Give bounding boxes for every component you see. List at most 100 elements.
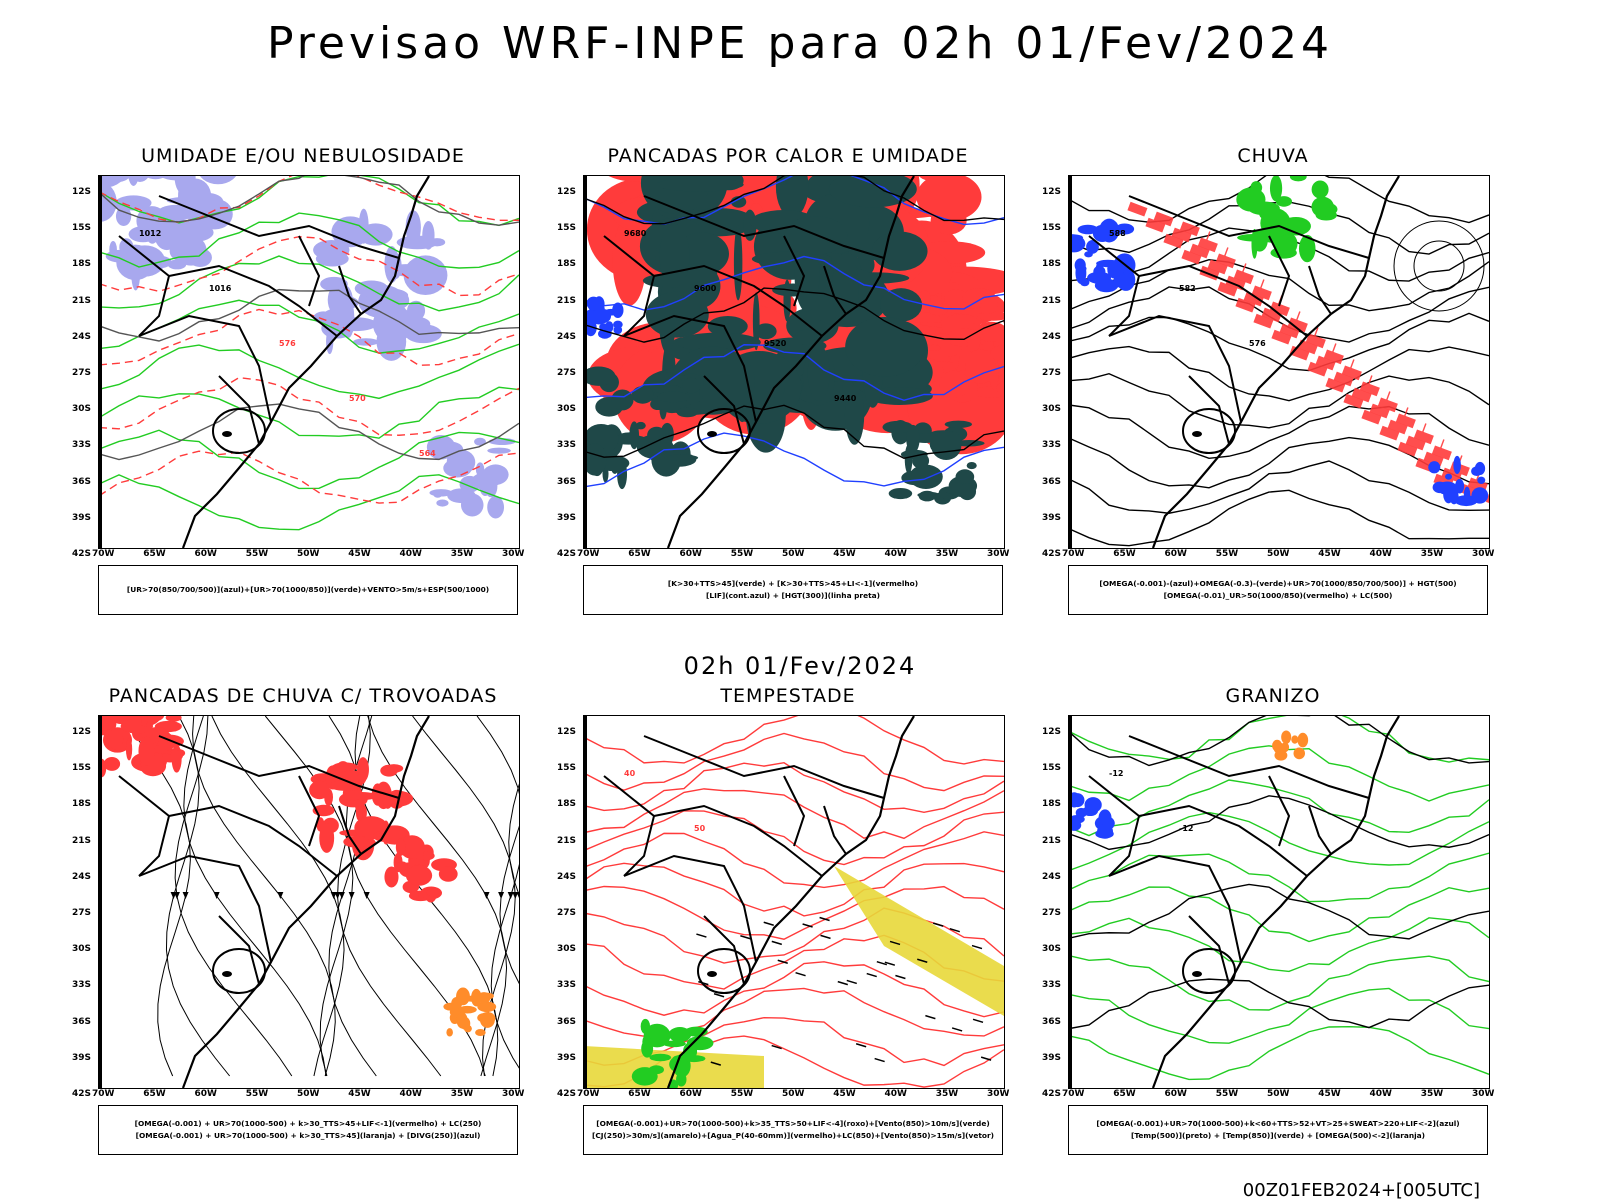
state-border bbox=[783, 235, 806, 307]
latitude-tick-label: 39S bbox=[557, 1052, 577, 1063]
longitude-tick-label: 45W bbox=[348, 549, 371, 559]
latitude-tick-label: 27S bbox=[1042, 368, 1062, 378]
wind850-area bbox=[631, 1018, 714, 1088]
wind-vector bbox=[866, 972, 877, 978]
flow-arrow bbox=[363, 892, 370, 899]
latitude-tick-label: 15S bbox=[72, 223, 92, 234]
wind-vector bbox=[884, 961, 896, 966]
contour-line bbox=[1069, 811, 1489, 872]
state-border bbox=[643, 735, 885, 799]
panel-legend: [OMEGA(-0.001)+UR>70(1000-500)+k<60+TTS>… bbox=[1068, 1105, 1488, 1155]
west-edge bbox=[584, 176, 587, 548]
continent-outline bbox=[99, 176, 430, 548]
wind-vector bbox=[710, 1061, 722, 1066]
lagoon bbox=[707, 971, 717, 977]
longitude-tick-label: 40W bbox=[1369, 549, 1392, 559]
longitude-tick-label: 50W bbox=[1267, 1089, 1290, 1099]
uruguay-border bbox=[1182, 408, 1236, 454]
contour-line bbox=[584, 716, 1004, 765]
map-area: 9680 9600 9520 9440 bbox=[583, 175, 1005, 549]
legend-line: [OMEGA(-0.001)+UR>70(1000-500)+k>35_TTS>… bbox=[596, 1119, 990, 1128]
wind-vector bbox=[980, 1056, 992, 1061]
contour-line bbox=[1069, 1026, 1489, 1081]
latitude-tick-label: 21S bbox=[557, 835, 577, 846]
contour-line bbox=[99, 236, 519, 297]
contour-label: 576 bbox=[279, 339, 296, 348]
rain-band bbox=[1127, 201, 1211, 241]
map-panel: PANCADAS DE CHUVA C/ TROVOADAS 12S 15S 18S 2… bbox=[68, 685, 538, 1165]
latitude-tick-label: 15S bbox=[1042, 763, 1062, 774]
latitude-tick-label: 36S bbox=[72, 1016, 92, 1027]
rain-band bbox=[1379, 425, 1463, 465]
continent-outline bbox=[1069, 716, 1400, 1088]
longitude-tick-label: 45W bbox=[833, 1089, 856, 1099]
jet-core-area bbox=[834, 866, 1004, 1016]
contour-label: 9440 bbox=[834, 394, 857, 403]
contour-line bbox=[584, 176, 1004, 225]
contour-line bbox=[99, 450, 519, 504]
longitude-tick-label: 55W bbox=[730, 1089, 754, 1099]
state-border bbox=[1268, 235, 1291, 307]
state-border bbox=[298, 235, 321, 307]
longitude-tick-label: 50W bbox=[297, 549, 320, 559]
state-border bbox=[823, 805, 847, 855]
omega-area bbox=[1428, 455, 1489, 507]
state-border bbox=[623, 854, 757, 963]
uruguay-border bbox=[212, 408, 266, 454]
contour-line bbox=[99, 255, 519, 312]
contour-line bbox=[1069, 345, 1489, 402]
rain-band bbox=[1397, 441, 1481, 481]
longitude-tick-label: 60W bbox=[679, 1089, 702, 1099]
state-border bbox=[623, 314, 757, 423]
contour-label: -12 bbox=[1109, 769, 1123, 778]
uruguay-border bbox=[1182, 948, 1236, 994]
contour-label: 564 bbox=[419, 449, 436, 458]
contour-line bbox=[584, 961, 1004, 1018]
latitude-tick-label: 12S bbox=[1042, 187, 1062, 197]
latitude-tick-label: 42S bbox=[557, 1089, 577, 1099]
latitude-tick-label: 27S bbox=[557, 908, 577, 918]
longitude-tick-label: 30W bbox=[502, 549, 525, 559]
state-border bbox=[1188, 915, 1230, 985]
longitude-tick-label: 70W bbox=[92, 1089, 115, 1099]
rain-band bbox=[1271, 329, 1355, 369]
wind-vector bbox=[971, 944, 983, 950]
longitude-tick-label: 35W bbox=[1420, 1089, 1444, 1099]
longitude-tick-label: 70W bbox=[1062, 1089, 1085, 1099]
latitude-tick-label: 33S bbox=[1042, 440, 1062, 451]
longitude-tick-label: 45W bbox=[833, 549, 856, 559]
panel-title: UMIDADE E/OU NEBULOSIDADE bbox=[141, 145, 465, 167]
longitude-tick-label: 65W bbox=[1113, 1089, 1136, 1099]
wind-vector bbox=[972, 1018, 984, 1024]
contour-line bbox=[1069, 886, 1489, 943]
panel-title: PANCADAS DE CHUVA C/ TROVOADAS bbox=[108, 685, 498, 707]
latitude-tick-label: 30S bbox=[1042, 404, 1062, 415]
run-timestamp: 00Z01FEB2024+[005UTC] bbox=[1242, 1180, 1480, 1201]
latitude-tick-label: 21S bbox=[557, 295, 577, 306]
contour-line bbox=[99, 176, 519, 227]
state-border bbox=[1088, 775, 1141, 877]
contour-label: 40 bbox=[624, 769, 636, 778]
west-edge bbox=[99, 176, 102, 548]
state-border bbox=[1088, 235, 1141, 337]
wind-vector bbox=[895, 974, 906, 980]
wind-vector bbox=[763, 921, 774, 926]
latitude-tick-label: 24S bbox=[557, 331, 577, 342]
longitude-tick-label: 55W bbox=[1215, 1089, 1239, 1099]
latitude-tick-label: 33S bbox=[1042, 980, 1062, 991]
latitude-tick-label: 24S bbox=[1042, 871, 1062, 882]
state-border bbox=[1268, 775, 1291, 847]
west-edge bbox=[1069, 716, 1072, 1088]
wind-vector bbox=[951, 1027, 963, 1032]
longitude-tick-label: 30W bbox=[987, 1089, 1010, 1099]
latitude-tick-label: 42S bbox=[1042, 549, 1062, 559]
latitude-tick-label: 24S bbox=[72, 331, 92, 342]
wind-vector bbox=[876, 960, 888, 966]
latitude-tick-label: 30S bbox=[72, 944, 92, 955]
state-border bbox=[653, 804, 823, 877]
moisture-area bbox=[99, 176, 237, 291]
latitude-tick-label: 36S bbox=[557, 1016, 577, 1027]
rain-band bbox=[1163, 233, 1247, 273]
high-center bbox=[1393, 220, 1485, 312]
uruguay-border bbox=[212, 948, 266, 994]
